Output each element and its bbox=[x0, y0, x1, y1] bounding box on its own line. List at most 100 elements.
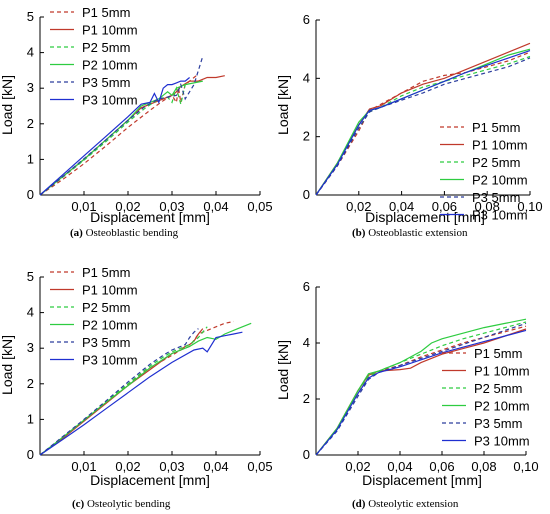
caption-text: Osteoblastic bending bbox=[83, 227, 179, 239]
legend-label: P3 5mm bbox=[472, 190, 520, 205]
y-tick-label: 0 bbox=[303, 447, 310, 462]
legend-label: P3 5mm bbox=[82, 335, 130, 350]
legend-label: P1 5mm bbox=[474, 346, 522, 361]
x-tick-label: 0,04 bbox=[389, 199, 414, 214]
caption-label: (a) bbox=[70, 227, 83, 239]
legend-label: P2 5mm bbox=[472, 155, 520, 170]
caption-text: Osteoblastic extension bbox=[365, 227, 468, 239]
y-tick-label: 2 bbox=[303, 129, 310, 144]
panel-caption: (b) Osteoblastic extension bbox=[352, 227, 468, 239]
series-line bbox=[315, 57, 531, 196]
legend-label: P2 10mm bbox=[472, 173, 528, 188]
chart-panel-3: 0 2 4 6 0,02 0,04 0,06 0,08 0,10 Displacement [mm… bbox=[275, 279, 539, 510]
x-axis-label: Displacement [mm] bbox=[365, 209, 485, 225]
series-line bbox=[315, 329, 527, 456]
series-line bbox=[315, 318, 527, 456]
series-line bbox=[39, 328, 199, 456]
x-tick-label: 0,04 bbox=[203, 459, 228, 474]
series-line bbox=[315, 321, 527, 456]
legend-label: P3 5mm bbox=[474, 416, 522, 431]
series-line bbox=[39, 77, 190, 196]
legend-label: P1 10mm bbox=[82, 23, 138, 38]
x-axis-label: Displacement [mm] bbox=[362, 472, 482, 488]
caption-text: Osteolytic bending bbox=[84, 498, 171, 510]
y-axis-label: Load [kN] bbox=[0, 335, 15, 395]
x-tick-label: 0,05 bbox=[247, 459, 272, 474]
legend-label: P2 5mm bbox=[474, 381, 522, 396]
y-tick-label: 4 bbox=[27, 45, 34, 60]
legend-label: P2 10mm bbox=[474, 399, 530, 414]
chart-panel-1: 0 2 4 6 0,02 0,04 0,06 0,08 0,10 Displacement [mm… bbox=[275, 12, 543, 239]
y-tick-label: 4 bbox=[27, 305, 34, 320]
legend-label: P1 10mm bbox=[474, 364, 530, 379]
x-tick-label: 0,10 bbox=[517, 199, 542, 214]
x-tick-label: 0,06 bbox=[432, 199, 457, 214]
y-tick-label: 1 bbox=[27, 411, 34, 426]
y-tick-label: 2 bbox=[303, 391, 310, 406]
y-tick-label: 0 bbox=[303, 187, 310, 202]
x-tick-label: 0,02 bbox=[345, 459, 370, 474]
caption-label: (c) bbox=[72, 498, 85, 510]
y-tick-label: 3 bbox=[27, 80, 34, 95]
x-axis-label: Displacement [mm] bbox=[90, 209, 210, 225]
series-line bbox=[315, 322, 527, 456]
x-tick-label: 0,04 bbox=[387, 459, 412, 474]
series-line bbox=[39, 322, 252, 456]
y-tick-label: 5 bbox=[27, 269, 34, 284]
x-tick-label: 0,02 bbox=[346, 199, 371, 214]
chart-panel-2: 0 1 2 3 4 5 0,01 0,02 0,03 0,04 0,05 Displacement [… bbox=[0, 265, 273, 510]
x-tick-label: 0,04 bbox=[203, 199, 228, 214]
y-tick-label: 6 bbox=[303, 279, 310, 294]
y-tick-label: 0 bbox=[27, 187, 34, 202]
series-line bbox=[39, 320, 234, 456]
x-tick-label: 0,10 bbox=[513, 459, 538, 474]
legend-label: P3 10mm bbox=[474, 434, 530, 449]
chart-panel-0: 0 1 2 3 4 5 0,01 0,02 0,03 0,04 0,05 Displacement [… bbox=[0, 5, 273, 239]
x-tick-label: 0,08 bbox=[471, 459, 496, 474]
y-tick-label: 3 bbox=[27, 340, 34, 355]
legend-label: P2 10mm bbox=[82, 318, 138, 333]
y-tick-label: 0 bbox=[27, 447, 34, 462]
y-tick-label: 1 bbox=[27, 151, 34, 166]
x-axis-label: Displacement [mm] bbox=[90, 472, 210, 488]
y-tick-label: 2 bbox=[27, 376, 34, 391]
legend-label: P3 10mm bbox=[82, 353, 138, 368]
y-tick-label: 2 bbox=[27, 116, 34, 131]
y-axis-label: Load [kN] bbox=[0, 75, 15, 135]
legend-label: P2 5mm bbox=[82, 300, 130, 315]
x-tick-label: 0,03 bbox=[159, 459, 184, 474]
y-axis-label: Load [kN] bbox=[275, 75, 291, 135]
legend-label: P3 10mm bbox=[472, 208, 528, 223]
legend-label: P1 5mm bbox=[472, 120, 520, 135]
x-tick-label: 0,02 bbox=[115, 459, 140, 474]
legend-label: P1 10mm bbox=[472, 138, 528, 153]
legend-label: P1 10mm bbox=[82, 283, 138, 298]
y-tick-label: 6 bbox=[303, 12, 310, 27]
caption-label: (d) bbox=[352, 498, 366, 510]
y-axis-label: Load [kN] bbox=[275, 340, 291, 400]
series-line bbox=[39, 56, 204, 196]
caption-text: Osteolytic extension bbox=[365, 498, 458, 510]
series-line bbox=[315, 50, 531, 196]
y-tick-label: 4 bbox=[303, 335, 310, 350]
panel-caption: (d) Osteolytic extension bbox=[352, 498, 459, 510]
x-tick-label: 0,02 bbox=[115, 199, 140, 214]
legend-label: P3 5mm bbox=[82, 75, 130, 90]
x-tick-label: 0,05 bbox=[247, 199, 272, 214]
x-tick-label: 0,01 bbox=[71, 199, 96, 214]
legend-label: P2 10mm bbox=[82, 58, 138, 73]
panel-caption: (c) Osteolytic bending bbox=[72, 498, 171, 510]
legend-label: P1 5mm bbox=[82, 265, 130, 280]
x-tick-label: 0,01 bbox=[71, 459, 96, 474]
x-tick-label: 0,08 bbox=[475, 199, 500, 214]
panel-caption: (a) Osteoblastic bending bbox=[70, 227, 179, 239]
caption-label: (b) bbox=[352, 227, 366, 239]
legend-label: P3 10mm bbox=[82, 93, 138, 108]
series-line bbox=[39, 331, 243, 456]
y-tick-label: 5 bbox=[27, 9, 34, 24]
legend-label: P2 5mm bbox=[82, 40, 130, 55]
x-tick-label: 0,06 bbox=[429, 459, 454, 474]
x-tick-label: 0,03 bbox=[159, 199, 184, 214]
y-tick-label: 4 bbox=[303, 70, 310, 85]
